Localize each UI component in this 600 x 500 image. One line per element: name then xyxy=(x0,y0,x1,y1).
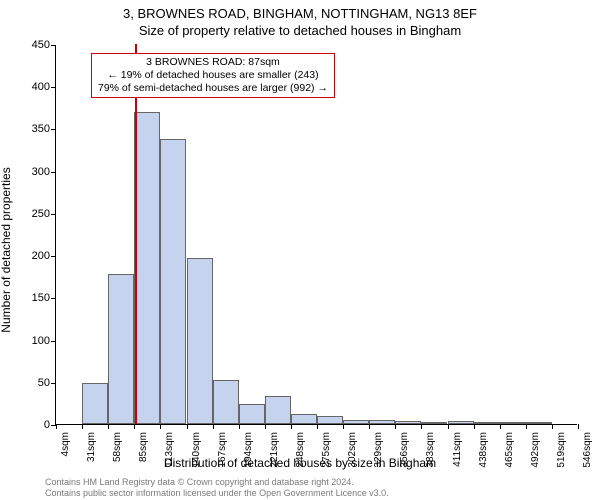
annotation-box: 3 BROWNES ROAD: 87sqm← 19% of detached h… xyxy=(91,53,335,98)
xtick-mark xyxy=(421,424,422,429)
histogram-bar xyxy=(160,139,186,424)
xtick-mark xyxy=(187,424,188,429)
xtick-mark xyxy=(160,424,161,429)
ytick-label: 200 xyxy=(16,250,50,262)
histogram-bar xyxy=(395,421,421,424)
ytick-label: 450 xyxy=(16,39,50,51)
ytick-label: 300 xyxy=(16,166,50,178)
histogram-bar xyxy=(265,396,291,424)
histogram-bar xyxy=(134,112,160,424)
chart-title: 3, BROWNES ROAD, BINGHAM, NOTTINGHAM, NG… xyxy=(0,6,600,40)
histogram-bar xyxy=(213,380,239,424)
marker-line xyxy=(135,44,137,424)
histogram-bar xyxy=(474,422,500,424)
x-axis-label: Distribution of detached houses by size … xyxy=(0,456,600,470)
annotation-line3: 79% of semi-detached houses are larger (… xyxy=(98,82,328,95)
chart-area: 0501001502002503003504004504sqm31sqm58sq… xyxy=(55,45,577,425)
xtick-mark xyxy=(578,424,579,429)
histogram-bar xyxy=(343,420,369,424)
ytick-label: 150 xyxy=(16,292,50,304)
xtick-mark xyxy=(526,424,527,429)
credits-line2: Contains public sector information licen… xyxy=(45,488,588,498)
xtick-mark xyxy=(56,424,57,429)
histogram-bar xyxy=(526,422,552,424)
plot-area: 0501001502002503003504004504sqm31sqm58sq… xyxy=(55,45,577,425)
histogram-bar xyxy=(187,258,213,424)
histogram-bar xyxy=(82,383,108,424)
xtick-mark xyxy=(448,424,449,429)
ytick-mark xyxy=(51,383,56,384)
ytick-label: 250 xyxy=(16,208,50,220)
histogram-bar xyxy=(448,421,474,424)
ytick-mark xyxy=(51,129,56,130)
histogram-bar xyxy=(421,422,447,424)
xtick-mark xyxy=(395,424,396,429)
ytick-mark xyxy=(51,172,56,173)
title-line2: Size of property relative to detached ho… xyxy=(0,23,600,40)
credits-line1: Contains HM Land Registry data © Crown c… xyxy=(45,477,588,487)
ytick-mark xyxy=(51,298,56,299)
xtick-mark xyxy=(213,424,214,429)
xtick-mark xyxy=(265,424,266,429)
ytick-mark xyxy=(51,256,56,257)
xtick-label: 4sqm xyxy=(60,432,71,456)
xtick-mark xyxy=(500,424,501,429)
histogram-bar xyxy=(500,422,526,424)
xtick-mark xyxy=(291,424,292,429)
xtick-mark xyxy=(134,424,135,429)
ytick-mark xyxy=(51,214,56,215)
ytick-mark xyxy=(51,87,56,88)
histogram-bar xyxy=(317,416,343,424)
xtick-mark xyxy=(552,424,553,429)
ytick-label: 50 xyxy=(16,377,50,389)
xtick-mark xyxy=(343,424,344,429)
xtick-mark xyxy=(82,424,83,429)
xtick-mark xyxy=(239,424,240,429)
histogram-bar xyxy=(239,404,265,424)
xtick-mark xyxy=(369,424,370,429)
ytick-mark xyxy=(51,341,56,342)
ytick-label: 0 xyxy=(16,419,50,431)
annotation-line1: 3 BROWNES ROAD: 87sqm xyxy=(98,56,328,69)
histogram-bar xyxy=(108,274,134,424)
histogram-bar xyxy=(291,414,317,424)
ytick-label: 400 xyxy=(16,81,50,93)
annotation-line2: ← 19% of detached houses are smaller (24… xyxy=(98,69,328,82)
title-line1: 3, BROWNES ROAD, BINGHAM, NOTTINGHAM, NG… xyxy=(0,6,600,23)
xtick-mark xyxy=(317,424,318,429)
xtick-mark xyxy=(108,424,109,429)
y-axis-label: Number of detached properties xyxy=(0,167,13,332)
credits: Contains HM Land Registry data © Crown c… xyxy=(45,477,588,498)
histogram-bar xyxy=(369,420,395,424)
ytick-label: 350 xyxy=(16,123,50,135)
xtick-mark xyxy=(474,424,475,429)
ytick-label: 100 xyxy=(16,335,50,347)
ytick-mark xyxy=(51,45,56,46)
